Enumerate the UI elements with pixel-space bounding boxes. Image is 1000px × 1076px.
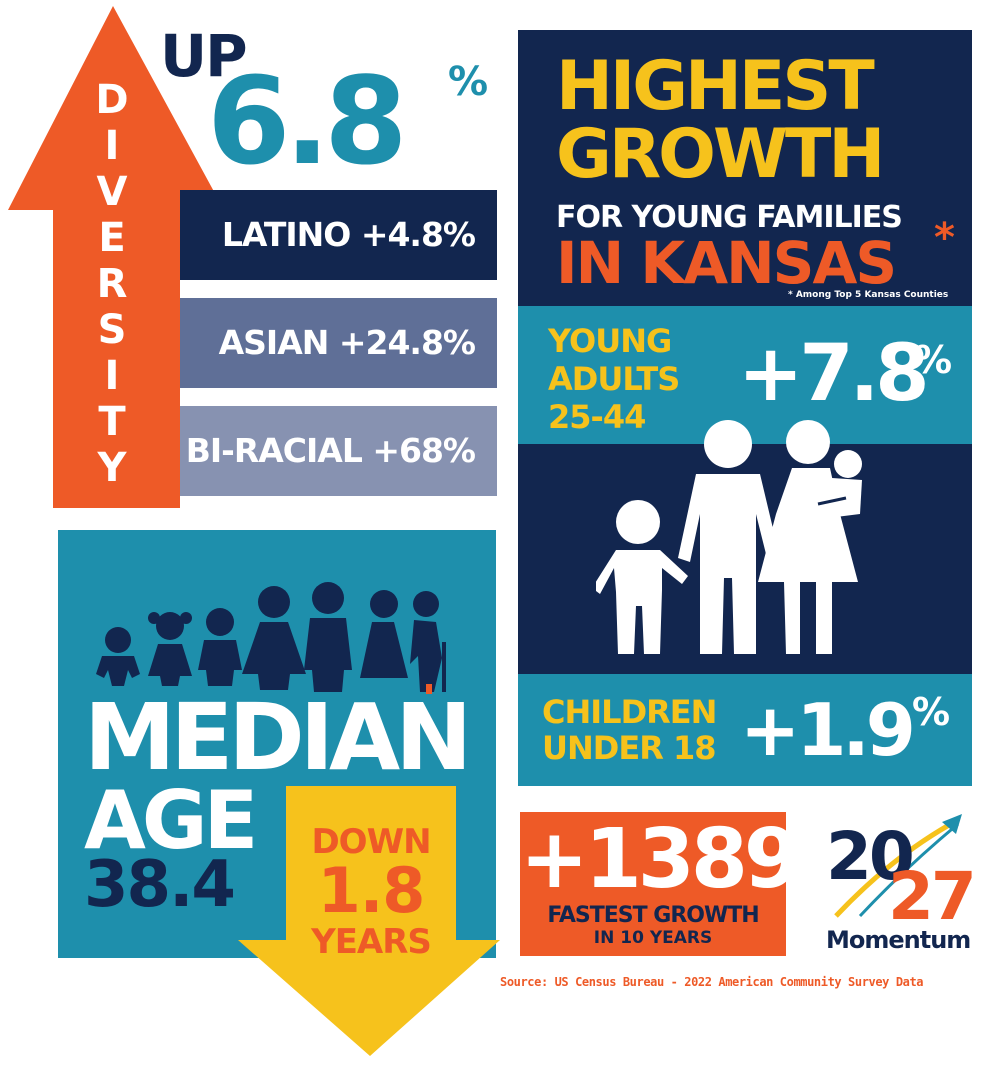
headline-subline: FOR YOUNG FAMILIES xyxy=(556,200,903,235)
population-growth-value: +1389 xyxy=(520,812,801,907)
diversity-letter: S xyxy=(97,307,127,353)
biracial-growth-bar: BI-RACIAL +68% xyxy=(180,406,497,496)
diversity-letter: V xyxy=(96,169,128,215)
momentum-logo-digits-27: 27 xyxy=(888,858,977,935)
median-age-title-line1: MEDIAN xyxy=(84,684,472,791)
diversity-letter: T xyxy=(98,399,126,445)
young-adults-value: +7.8 xyxy=(738,329,930,419)
diversity-letter: Y xyxy=(97,445,127,491)
headline-line2: GROWTH xyxy=(556,115,885,194)
children-unit: % xyxy=(912,690,951,734)
children-value: +1.9 xyxy=(740,688,916,772)
median-age-down-arrow xyxy=(238,786,500,1056)
diversity-change-value: 6.8 xyxy=(207,53,408,192)
latino-growth-bar: LATINO +4.8% xyxy=(180,190,497,280)
children-label-line: UNDER 18 xyxy=(542,729,717,767)
diversity-letter: D xyxy=(95,77,129,123)
children-band xyxy=(518,674,972,786)
population-growth-label: FASTEST GROWTH xyxy=(547,903,759,928)
diversity-letter: E xyxy=(98,215,126,261)
median-age-change-label: DOWN xyxy=(311,822,431,862)
children-label-line: CHILDREN xyxy=(542,693,717,731)
young-adults-band xyxy=(518,306,972,444)
young-adults-label-line: ADULTS xyxy=(548,360,680,398)
diversity-change-unit: % xyxy=(448,59,489,105)
diversity-up-arrow xyxy=(8,6,224,508)
population-growth-sublabel: IN 10 YEARS xyxy=(593,928,713,948)
median-age-change-value: 1.8 xyxy=(317,854,426,927)
diversity-letter: I xyxy=(104,353,120,399)
median-age-change-unit: YEARS xyxy=(311,922,432,962)
age-progression-people-icon xyxy=(96,582,446,694)
momentum-logo-digits-20: 20 xyxy=(826,818,915,895)
asterisk-mark: * xyxy=(934,215,955,261)
county-footnote: * Among Top 5 Kansas Counties xyxy=(788,290,949,300)
momentum-logo-word: Momentum xyxy=(826,926,971,954)
population-growth-box xyxy=(520,812,786,956)
median-age-title-line2: AGE xyxy=(84,774,258,867)
young-adults-label-line: YOUNG xyxy=(548,322,672,360)
source-citation: Source: US Census Bureau - 2022 American… xyxy=(500,975,924,989)
median-age-value: 38.4 xyxy=(84,848,236,922)
asian-growth-bar: ASIAN +24.8% xyxy=(180,298,497,388)
diversity-letter: I xyxy=(104,123,120,169)
family-icon xyxy=(596,420,862,654)
diversity-letter: R xyxy=(96,261,128,307)
headline-line1: HIGHEST xyxy=(556,47,875,126)
children-label: CHILDREN UNDER 18 xyxy=(542,693,717,767)
young-adults-label: YOUNG ADULTS 25-44 xyxy=(548,322,680,436)
young-adults-unit: % xyxy=(914,338,953,382)
diversity-up-label: UP xyxy=(160,22,248,90)
momentum-logo-swoosh-icon xyxy=(834,814,962,918)
young-adults-label-line: 25-44 xyxy=(548,398,646,436)
headline-location: IN KANSAS xyxy=(556,229,897,297)
